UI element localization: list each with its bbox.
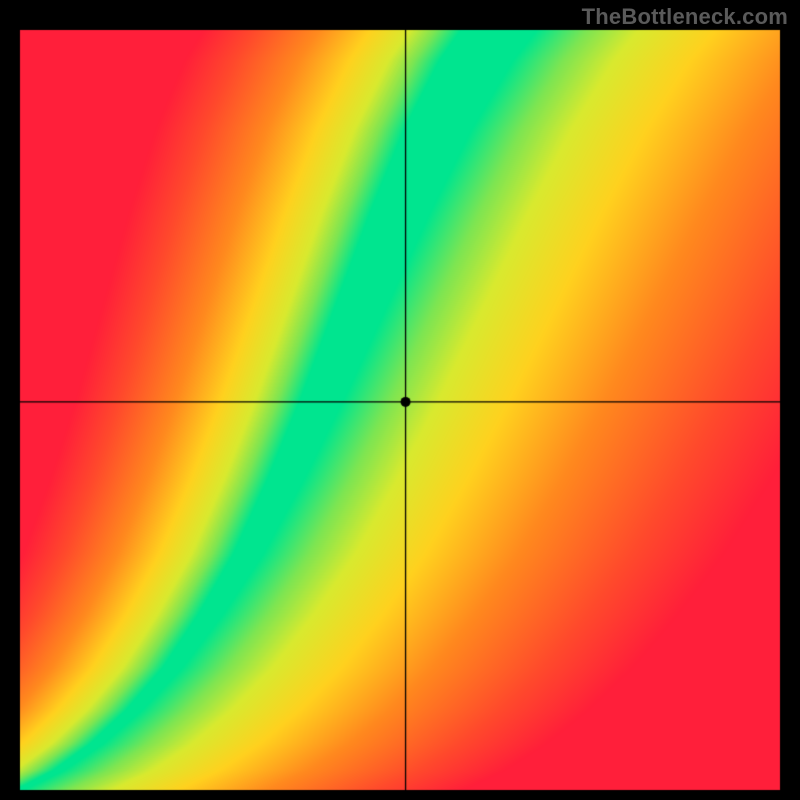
watermark-text: TheBottleneck.com — [582, 4, 788, 30]
bottleneck-heatmap — [0, 0, 800, 800]
